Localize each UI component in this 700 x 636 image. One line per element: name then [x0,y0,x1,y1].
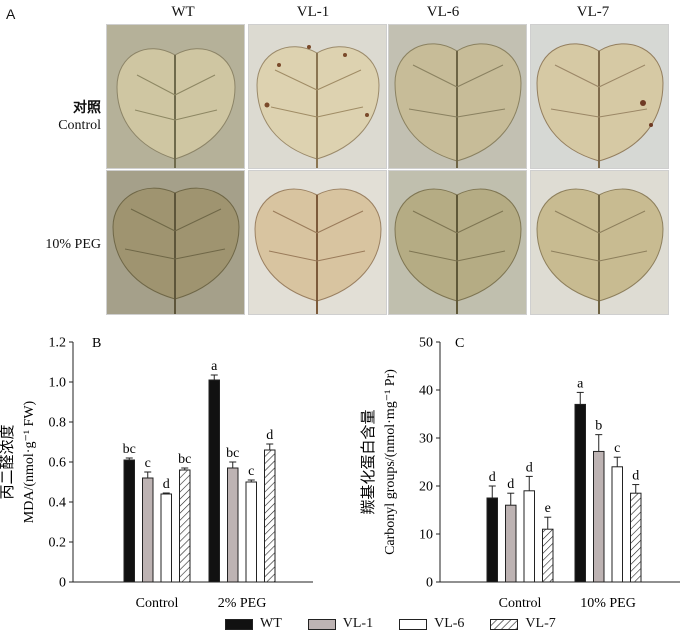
legend-item-vl7: VL-7 [490,616,556,632]
legend-swatch-vl7 [490,618,519,630]
chart-c-bar [505,504,517,583]
chart-b-significance-letter: d [163,477,170,492]
chart-c-ytick-label: 0 [426,576,433,591]
leaf-image-vl7-peg [530,170,669,315]
chart-c-ytick-label: 10 [419,528,433,543]
legend-swatch-vl1 [307,618,336,630]
chart-c-bar [486,497,498,583]
chart-b-bar [227,467,239,583]
legend-item-vl6: VL-6 [399,616,464,632]
chart-c-bar [630,492,642,583]
chart-b-bar [123,459,135,583]
chart-c-bar [611,466,623,583]
chart-c-ytick-label: 20 [419,480,433,495]
chart-b-significance-letter: bc [178,452,191,467]
chart-c-category-label: 10% PEG [580,596,636,611]
chart-b-ytick-label: 0 [59,576,66,591]
chart-c-significance-letter: a [577,376,584,391]
chart-c-bar [542,528,554,583]
chart-b-significance-letter: c [145,456,151,471]
legend-label-vl6: VL-6 [434,616,465,631]
chart-c-significance-letter: d [507,477,514,492]
legend: WT VL-1 VL-6 VL-7 [225,616,556,632]
row-label-peg: 10% PEG [45,237,101,252]
chart-c-significance-letter: c [614,441,620,456]
chart-c-category-label: Control [499,596,542,611]
row-label-control-cn: 对照 [73,101,101,116]
chart-c-significance-letter: e [545,501,551,516]
chart-c-bar [574,403,586,583]
chart-b-bar [264,449,276,583]
leaf-image-vl6-peg [388,170,527,315]
chart-b-bar [245,481,257,583]
legend-swatch-wt [225,618,253,630]
legend-label-vl1: VL-1 [342,616,374,631]
chart-b-ytick-label: 0.6 [49,456,67,471]
chart-c-significance-letter: d [489,470,496,485]
chart-c-ytick-label: 50 [419,336,433,351]
chart-c-ytick-label: 30 [419,432,433,447]
legend-item-vl1: VL-1 [307,616,374,632]
column-header-vl7: VL-7 [576,4,610,20]
leaf-image-wt-peg [106,170,245,315]
chart-c-ylabel-en: Carbonyl groups/(nmol·mg⁻¹ Pr) [383,369,398,555]
chart-b-significance-letter: bc [226,446,239,461]
chart-c-significance-letter: d [632,469,639,484]
chart-carbonyl: C 0 10 20 30 40 50 羰基化蛋白含量 Carbonyl groups/(nmol… [360,336,680,611]
row-label-control-en: Control [58,118,101,133]
leaf-image-wt-control [106,24,245,169]
chart-b-ytick-label: 0.8 [49,416,67,431]
chart-b-bar [208,379,220,583]
chart-b-ytick-label: 0.4 [49,496,67,511]
chart-b-ytick-label: 1.2 [49,336,67,351]
chart-b-category-label: Control [136,596,179,611]
column-header-vl6: VL-6 [426,4,460,20]
leaf-image-vl1-control [248,24,387,169]
chart-c-ylabel-cn: 羰基化蛋白含量 [360,409,377,514]
legend-item-wt: WT [225,616,282,632]
legend-label-wt: WT [260,616,282,631]
leaf-image-vl7-control [530,24,669,169]
chart-b-significance-letter: a [211,359,218,374]
chart-b-ytick-label: 0.2 [49,536,67,551]
leaf-image-vl6-control [388,24,527,169]
chart-b-bar [179,469,191,583]
chart-b-ytick-label: 1.0 [49,376,67,391]
chart-b-bar [142,477,154,583]
column-header-wt: WT [171,4,195,20]
bar-charts: B 0 0.2 0.4 0.6 0.8 1.0 1.2 丙二醛浓度 MDA/(nmol·g⁻¹ F… [0,336,680,611]
chart-c-panel-letter: C [455,336,464,351]
leaf-image-vl1-peg [248,170,387,315]
legend-swatch-vl6 [399,618,428,630]
chart-b-significance-letter: bc [123,442,136,457]
chart-b-category-label: 2% PEG [218,596,267,611]
chart-b-bar [160,493,172,583]
chart-c-significance-letter: d [526,460,533,475]
chart-b-significance-letter: d [266,428,273,443]
chart-mda: B 0 0.2 0.4 0.6 0.8 1.0 1.2 丙二醛浓度 MDA/(nmol·g⁻¹ F… [0,336,313,611]
chart-c-significance-letter: b [595,419,602,434]
chart-c-bar [593,450,605,583]
chart-b-ylabel-en: MDA/(nmol·g⁻¹ FW) [22,400,37,523]
chart-b-panel-letter: B [92,336,101,351]
legend-label-vl7: VL-7 [525,616,556,631]
chart-b-significance-letter: c [248,464,254,479]
row-label-control: 对照 Control [6,100,101,134]
chart-b-ylabel-cn: 丙二醛浓度 [0,424,16,499]
panel-a-letter: A [6,6,16,22]
chart-c-bar [523,490,535,583]
chart-c-ytick-label: 40 [419,384,433,399]
column-header-vl1: VL-1 [296,4,330,20]
